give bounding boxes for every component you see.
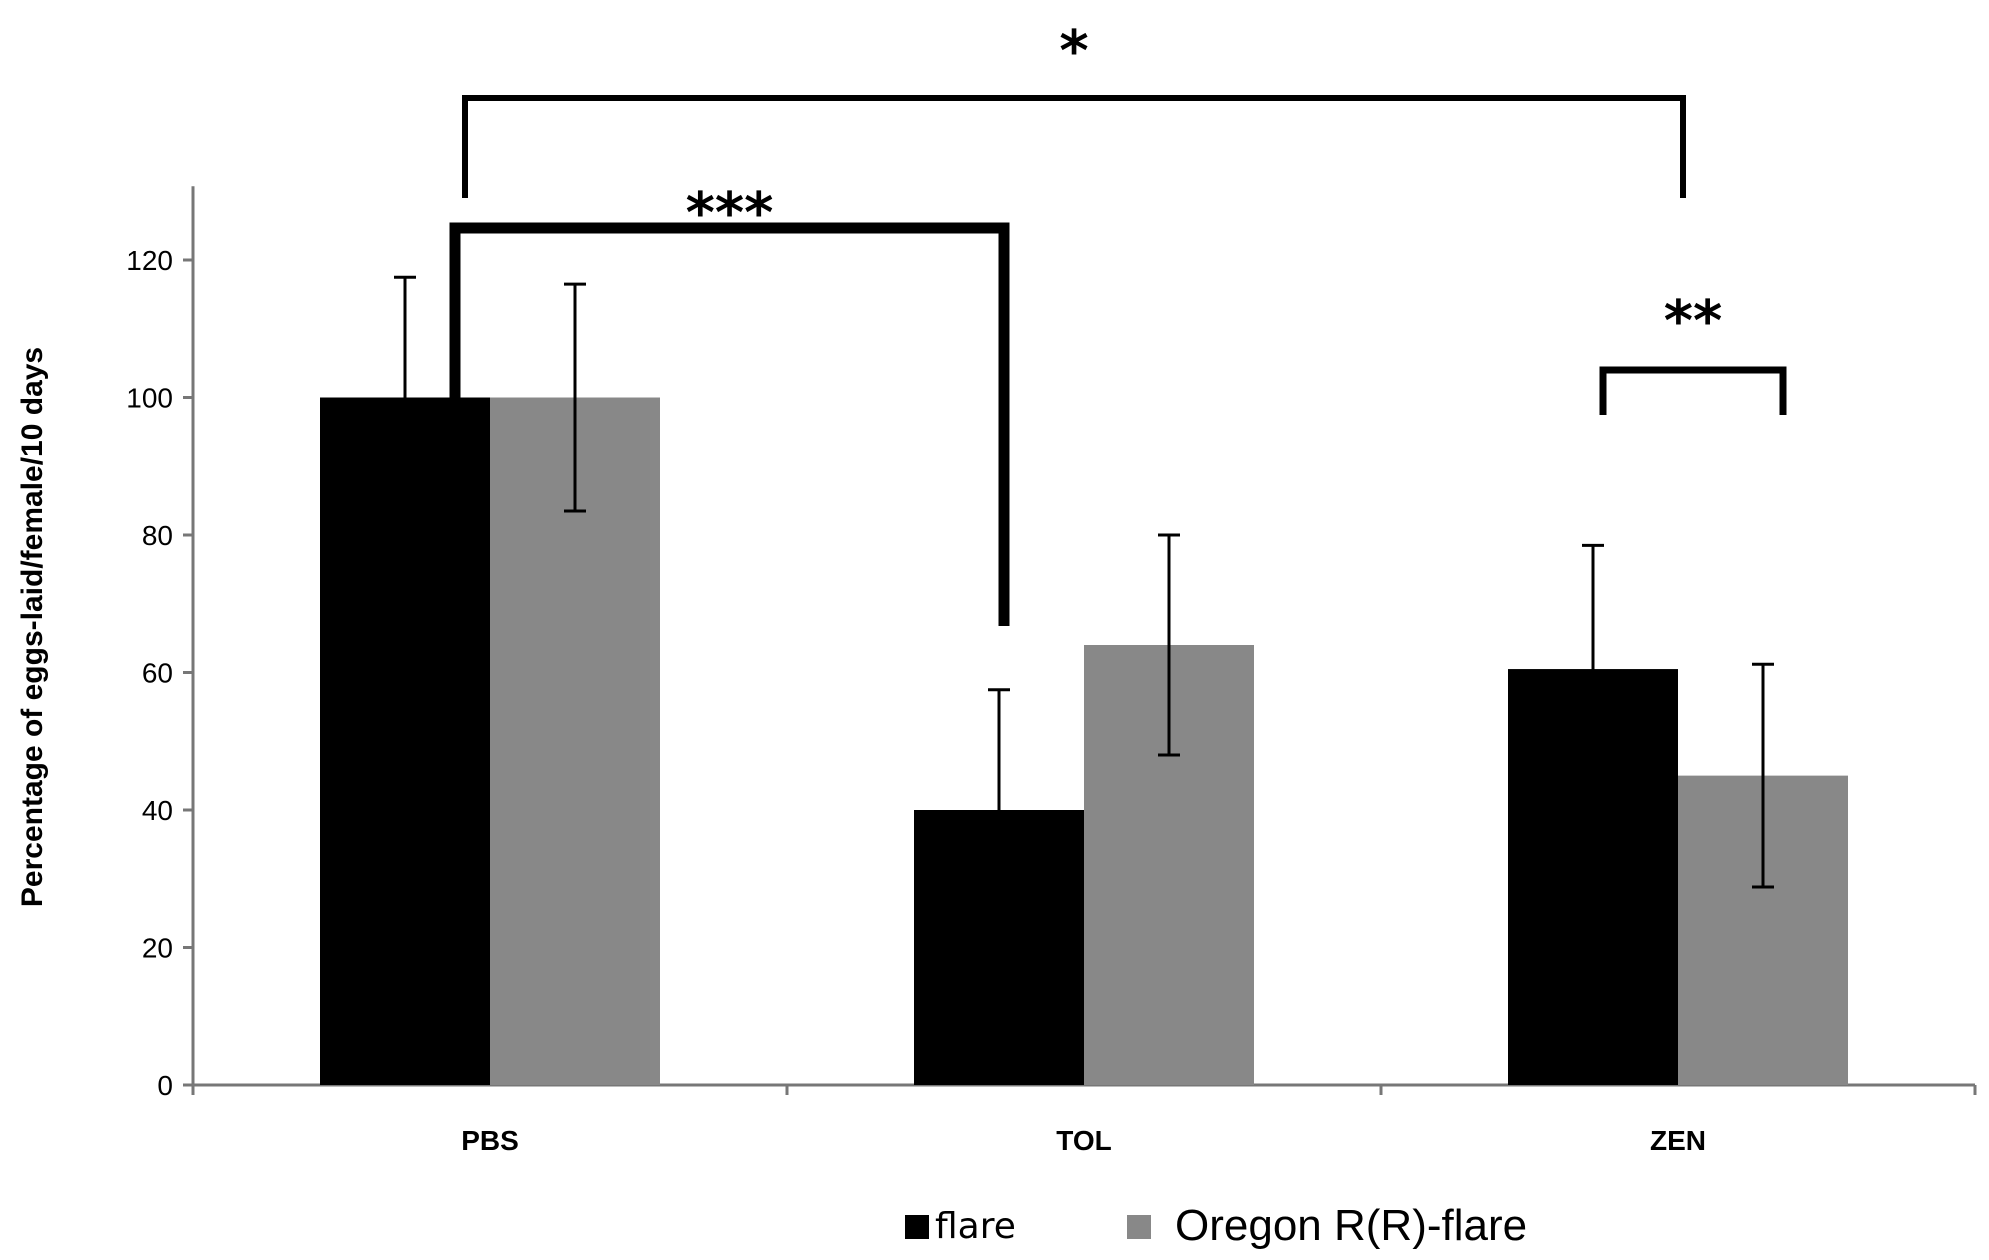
x-tick-label-pbs: PBS: [461, 1125, 519, 1156]
legend-swatch-oregon-r-flare: [1127, 1215, 1151, 1239]
y-axis-label: Percentage of eggs-laid/female/10 days: [16, 347, 49, 907]
significance-bracket-triple: [449, 222, 1010, 626]
legend: flare Oregon R(R)-flare: [905, 1201, 1527, 1250]
y-tick-label-80: 80: [142, 520, 173, 551]
significance-label-triple: ***: [686, 181, 774, 246]
legend-swatch-flare: [905, 1215, 929, 1239]
y-tick-label-100: 100: [126, 383, 173, 414]
y-tick-label-20: 20: [142, 933, 173, 964]
significance-bracket-double: [1599, 366, 1787, 415]
significance-label-single: *: [1059, 19, 1088, 84]
legend-label-flare: flare: [935, 1206, 1016, 1247]
y-tick-label-120: 120: [126, 245, 173, 276]
y-tick-label-40: 40: [142, 795, 173, 826]
significance-label-double: **: [1664, 289, 1723, 354]
x-tick-label-tol: TOL: [1056, 1125, 1111, 1156]
legend-label-oregon-r-flare: Oregon R(R)-flare: [1175, 1201, 1527, 1250]
y-tick-label-0: 0: [157, 1070, 173, 1101]
y-tick-label-60: 60: [142, 658, 173, 689]
x-tick-label-zen: ZEN: [1650, 1125, 1706, 1156]
significance-bracket-single: [462, 95, 1686, 198]
